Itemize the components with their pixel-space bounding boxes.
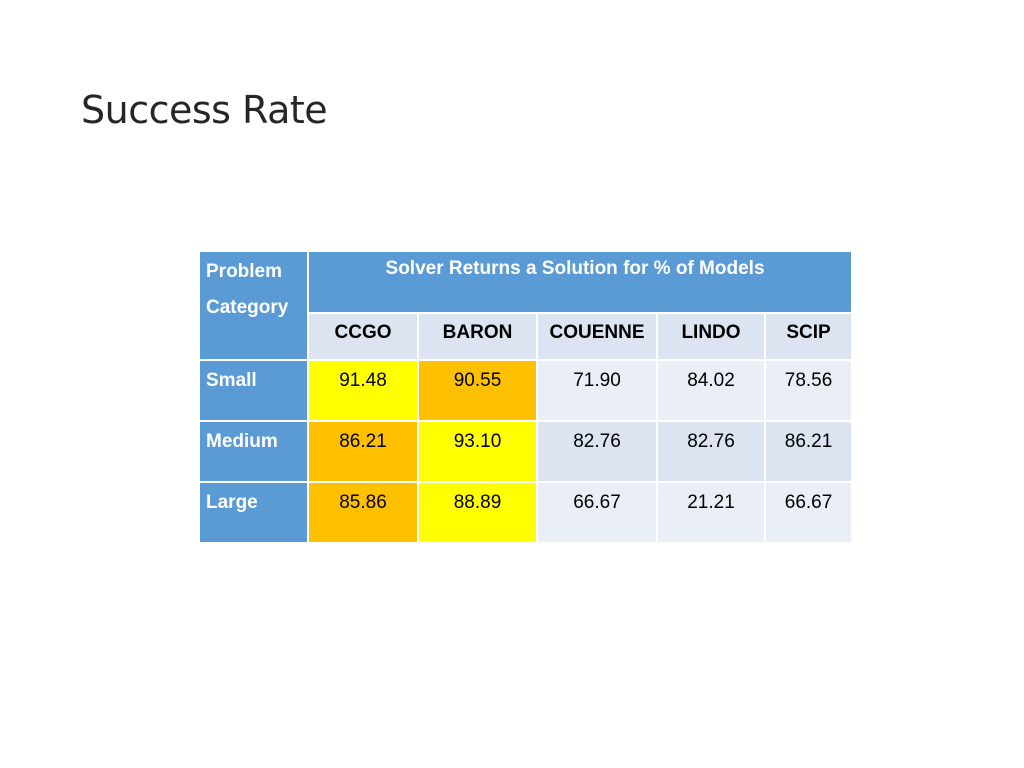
- success-rate-table: Problem Category Solver Returns a Soluti…: [198, 250, 854, 544]
- cell-large-scip: 66.67: [763, 481, 854, 544]
- table-header-row: Problem Category Solver Returns a Soluti…: [198, 250, 854, 361]
- solver-span-header: Solver Returns a Solution for % of Model…: [306, 250, 854, 314]
- row-label-large: Large: [198, 481, 309, 544]
- table-row-large: Large 85.86 88.89 66.67 21.21 66.67: [198, 481, 854, 544]
- cell-large-lindo: 21.21: [656, 481, 766, 544]
- solver-header-scip: SCIP: [763, 312, 854, 361]
- solver-header-lindo: LINDO: [656, 312, 766, 361]
- cell-small-ccgo: 91.48: [307, 359, 419, 422]
- cell-small-lindo: 84.02: [656, 359, 766, 422]
- problem-category-header: Problem Category: [198, 250, 309, 361]
- cell-small-baron: 90.55: [417, 359, 538, 422]
- table-row-small: Small 91.48 90.55 71.90 84.02 78.56: [198, 359, 854, 422]
- row-label-medium: Medium: [198, 420, 309, 483]
- slide-title: Success Rate: [81, 88, 328, 132]
- cell-medium-ccgo: 86.21: [307, 420, 419, 483]
- table-row-medium: Medium 86.21 93.10 82.76 82.76 86.21: [198, 420, 854, 483]
- cell-medium-baron: 93.10: [417, 420, 538, 483]
- cell-small-scip: 78.56: [763, 359, 854, 422]
- solver-names-row: CCGO BARON COUENNE LINDO SCIP: [199, 312, 854, 361]
- solver-header-couenne: COUENNE: [536, 312, 658, 361]
- cell-large-ccgo: 85.86: [307, 481, 419, 544]
- cell-medium-scip: 86.21: [763, 420, 854, 483]
- solver-header-baron: BARON: [417, 312, 538, 361]
- category-header-line2: Category: [206, 297, 289, 318]
- cell-medium-couenne: 82.76: [536, 420, 658, 483]
- cell-large-baron: 88.89: [417, 481, 538, 544]
- solver-header-ccgo: CCGO: [307, 312, 419, 361]
- cell-medium-lindo: 82.76: [656, 420, 766, 483]
- row-label-small: Small: [198, 359, 309, 422]
- cell-small-couenne: 71.90: [536, 359, 658, 422]
- category-header-line1: Problem: [206, 261, 283, 282]
- cell-large-couenne: 66.67: [536, 481, 658, 544]
